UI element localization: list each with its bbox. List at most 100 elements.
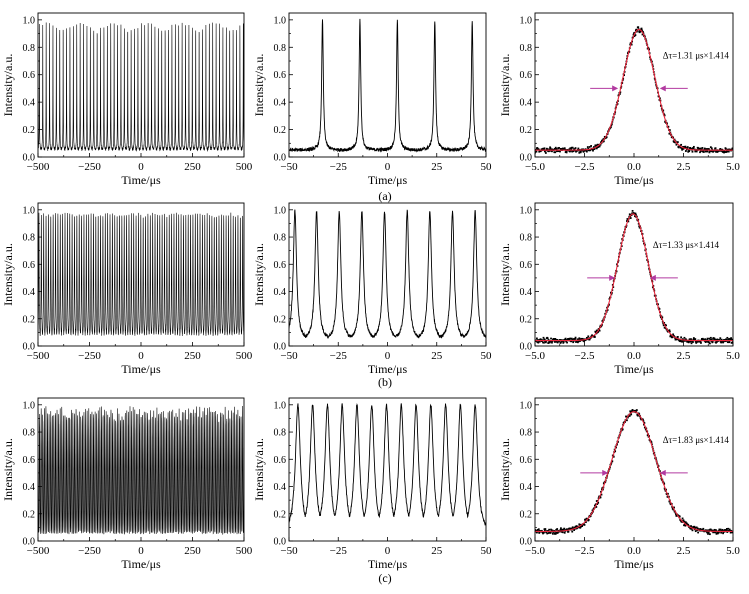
y-tick-label: 0.4 — [23, 287, 36, 298]
plot-area — [535, 26, 733, 154]
data-point — [725, 151, 728, 153]
data-point — [594, 331, 597, 333]
data-point — [569, 149, 572, 152]
data-point — [563, 147, 566, 150]
data-point — [564, 337, 567, 340]
data-point — [628, 213, 631, 216]
data-point — [638, 226, 641, 229]
data-point — [612, 455, 615, 458]
data-point — [708, 337, 711, 340]
data-point — [690, 338, 692, 341]
fwhm-arrow-right-head — [659, 469, 666, 476]
data-point — [536, 147, 539, 149]
data-point — [574, 336, 577, 339]
chart-c1: −500 −250 0 250 500 0.0 0.2 0.4 0.6 0.8 1.0 Time/μs… — [1, 397, 253, 571]
data-point — [641, 33, 644, 36]
chart-b1: −500 −250 0 250 500 0.0 0.2 0.4 0.6 0.8 1.0 Time/μs… — [1, 202, 253, 376]
data-point — [700, 342, 702, 344]
data-point — [554, 338, 557, 341]
y-tick-label: 0.6 — [274, 455, 287, 466]
x-tick-label: 50 — [481, 161, 493, 173]
data-point — [672, 333, 675, 336]
data-point — [714, 531, 716, 534]
data-point — [551, 341, 553, 344]
data-point — [538, 340, 541, 343]
data-point — [680, 143, 683, 146]
data-point — [725, 528, 728, 530]
y-tick-label: 0.0 — [274, 153, 287, 164]
data-point — [596, 503, 599, 505]
data-point — [699, 151, 701, 154]
data-point — [663, 326, 666, 329]
data-point — [582, 148, 584, 151]
data-point — [601, 139, 604, 142]
data-point — [682, 519, 685, 522]
y-tick-label: 0.8 — [274, 428, 287, 439]
plot-area — [38, 405, 244, 536]
data-point — [699, 340, 702, 343]
y-tick-label: 0.2 — [520, 125, 533, 136]
data-point — [600, 490, 602, 493]
data-point — [553, 338, 556, 341]
data-point — [552, 339, 554, 341]
data-point — [715, 150, 718, 153]
x-axis-label: Time/μs — [368, 557, 408, 571]
data-point — [705, 148, 708, 150]
y-tick-label: 1.0 — [274, 15, 287, 26]
data-point — [600, 493, 603, 496]
data-point — [681, 521, 683, 523]
data-point — [715, 338, 718, 341]
series-line — [38, 22, 244, 152]
x-tick-label: 0 — [138, 350, 144, 362]
data-point — [593, 336, 596, 338]
data-point — [593, 146, 595, 148]
data-point — [610, 291, 612, 294]
data-point — [711, 340, 714, 343]
data-point — [556, 528, 559, 530]
data-point — [558, 146, 560, 149]
data-point — [697, 531, 700, 534]
x-tick-label: 0 — [385, 161, 391, 173]
data-point — [559, 528, 562, 531]
x-axis-label: Time/μs — [614, 557, 654, 571]
data-point — [587, 335, 590, 338]
data-point — [581, 525, 584, 528]
data-point — [614, 450, 617, 453]
x-axis-label: Time/μs — [614, 362, 654, 376]
y-tick-label: 1.0 — [274, 400, 287, 411]
data-point — [573, 529, 576, 531]
data-point — [674, 141, 676, 144]
y-tick-label: 0.6 — [520, 260, 533, 271]
data-point — [719, 148, 722, 150]
y-tick-label: 0.4 — [520, 482, 533, 493]
x-tick-label: −250 — [78, 545, 101, 557]
x-tick-label: −5.0 — [525, 350, 545, 362]
data-point — [548, 528, 551, 531]
y-tick-label: 0.4 — [520, 98, 533, 109]
data-point — [577, 340, 580, 343]
data-point — [684, 524, 687, 527]
data-point — [593, 335, 596, 337]
data-point — [699, 528, 702, 530]
x-tick-label: 2.5 — [677, 545, 691, 557]
data-point — [565, 151, 568, 154]
data-point — [722, 341, 724, 344]
y-tick-label: 0.0 — [274, 342, 287, 353]
data-point — [610, 126, 612, 129]
axes-frame — [288, 12, 487, 158]
plot-area — [289, 403, 486, 527]
y-tick-label: 0.6 — [23, 70, 36, 81]
data-point — [715, 532, 718, 535]
y-tick-label: 0.0 — [520, 537, 533, 548]
data-point — [688, 150, 691, 153]
data-point — [576, 527, 578, 530]
data-point — [536, 529, 539, 531]
data-point — [584, 518, 586, 521]
x-tick-label: −2.5 — [575, 161, 595, 173]
x-tick-label: −25 — [330, 350, 348, 362]
data-point — [549, 146, 551, 149]
data-point — [570, 147, 573, 150]
data-point — [550, 337, 552, 340]
y-axis-label: Intensity/a.u. — [1, 54, 15, 117]
data-point — [588, 146, 591, 148]
